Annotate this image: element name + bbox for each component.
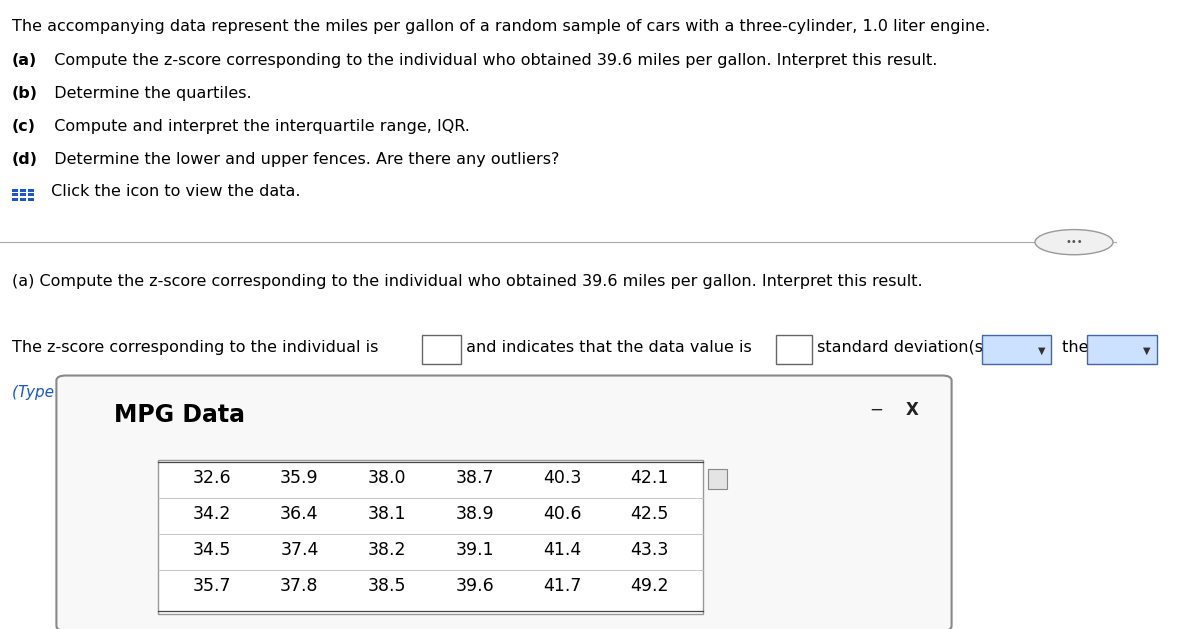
Text: 32.6: 32.6: [192, 469, 232, 487]
FancyBboxPatch shape: [158, 460, 703, 614]
Text: 34.2: 34.2: [193, 505, 230, 523]
FancyBboxPatch shape: [1087, 335, 1157, 364]
Text: 34.5: 34.5: [193, 541, 230, 559]
Text: 43.3: 43.3: [631, 541, 668, 559]
FancyBboxPatch shape: [20, 189, 25, 192]
Text: 42.5: 42.5: [631, 505, 668, 523]
Text: 36.4: 36.4: [280, 505, 319, 523]
FancyBboxPatch shape: [20, 198, 25, 201]
Text: 39.6: 39.6: [455, 577, 494, 595]
Text: 38.0: 38.0: [367, 469, 407, 487]
FancyBboxPatch shape: [28, 198, 34, 201]
Text: −: −: [869, 401, 883, 419]
Text: Determine the lower and upper fences. Are there any outliers?: Determine the lower and upper fences. Ar…: [44, 152, 559, 167]
Text: (d): (d): [12, 152, 38, 167]
Text: The z-score corresponding to the individual is: The z-score corresponding to the individ…: [12, 340, 384, 355]
Text: 41.7: 41.7: [544, 577, 581, 595]
FancyBboxPatch shape: [982, 335, 1051, 364]
Text: •••: •••: [1066, 237, 1082, 247]
Text: Determine the quartiles.: Determine the quartiles.: [44, 86, 252, 101]
Text: X: X: [906, 401, 918, 419]
Text: 35.7: 35.7: [192, 577, 232, 595]
FancyBboxPatch shape: [12, 189, 18, 192]
Text: 37.8: 37.8: [280, 577, 319, 595]
FancyBboxPatch shape: [422, 335, 461, 364]
Text: 39.1: 39.1: [455, 541, 494, 559]
Text: ▼: ▼: [1144, 346, 1151, 356]
FancyBboxPatch shape: [20, 194, 25, 196]
Text: Click the icon to view the data.: Click the icon to view the data.: [46, 184, 300, 199]
Text: 49.2: 49.2: [630, 577, 670, 595]
Ellipse shape: [1034, 230, 1114, 255]
Text: Compute the z-score corresponding to the individual who obtained 39.6 miles per : Compute the z-score corresponding to the…: [44, 53, 937, 69]
Text: and indicates that the data value is: and indicates that the data value is: [461, 340, 757, 355]
Text: (c): (c): [12, 119, 36, 134]
FancyBboxPatch shape: [12, 194, 18, 196]
Text: standard deviation(s): standard deviation(s): [812, 340, 995, 355]
Text: 35.9: 35.9: [280, 469, 319, 487]
FancyBboxPatch shape: [708, 469, 727, 489]
Text: 38.9: 38.9: [455, 505, 494, 523]
Text: 38.2: 38.2: [367, 541, 407, 559]
Text: 38.7: 38.7: [455, 469, 494, 487]
FancyBboxPatch shape: [776, 335, 812, 364]
Text: ▼: ▼: [1038, 346, 1045, 356]
Text: 40.6: 40.6: [542, 505, 582, 523]
Text: 41.4: 41.4: [544, 541, 581, 559]
Text: The accompanying data represent the miles per gallon of a random sample of cars : The accompanying data represent the mile…: [12, 19, 990, 34]
Text: Compute and interpret the interquartile range, IQR.: Compute and interpret the interquartile …: [44, 119, 470, 134]
Text: the: the: [1057, 340, 1094, 355]
Text: 38.5: 38.5: [367, 577, 407, 595]
Text: (Type integers or decimals rounded to two decimal places as needed.): (Type integers or decimals rounded to tw…: [12, 385, 550, 400]
FancyBboxPatch shape: [28, 189, 34, 192]
Text: (b): (b): [12, 86, 38, 101]
FancyBboxPatch shape: [56, 376, 952, 629]
Text: 38.1: 38.1: [367, 505, 407, 523]
Text: 42.1: 42.1: [631, 469, 668, 487]
Text: (a): (a): [12, 53, 37, 69]
Text: MPG Data: MPG Data: [114, 403, 245, 426]
FancyBboxPatch shape: [12, 198, 18, 201]
FancyBboxPatch shape: [28, 194, 34, 196]
Text: 40.3: 40.3: [544, 469, 581, 487]
Text: 37.4: 37.4: [281, 541, 318, 559]
Text: (a) Compute the z-score corresponding to the individual who obtained 39.6 miles : (a) Compute the z-score corresponding to…: [12, 274, 923, 289]
